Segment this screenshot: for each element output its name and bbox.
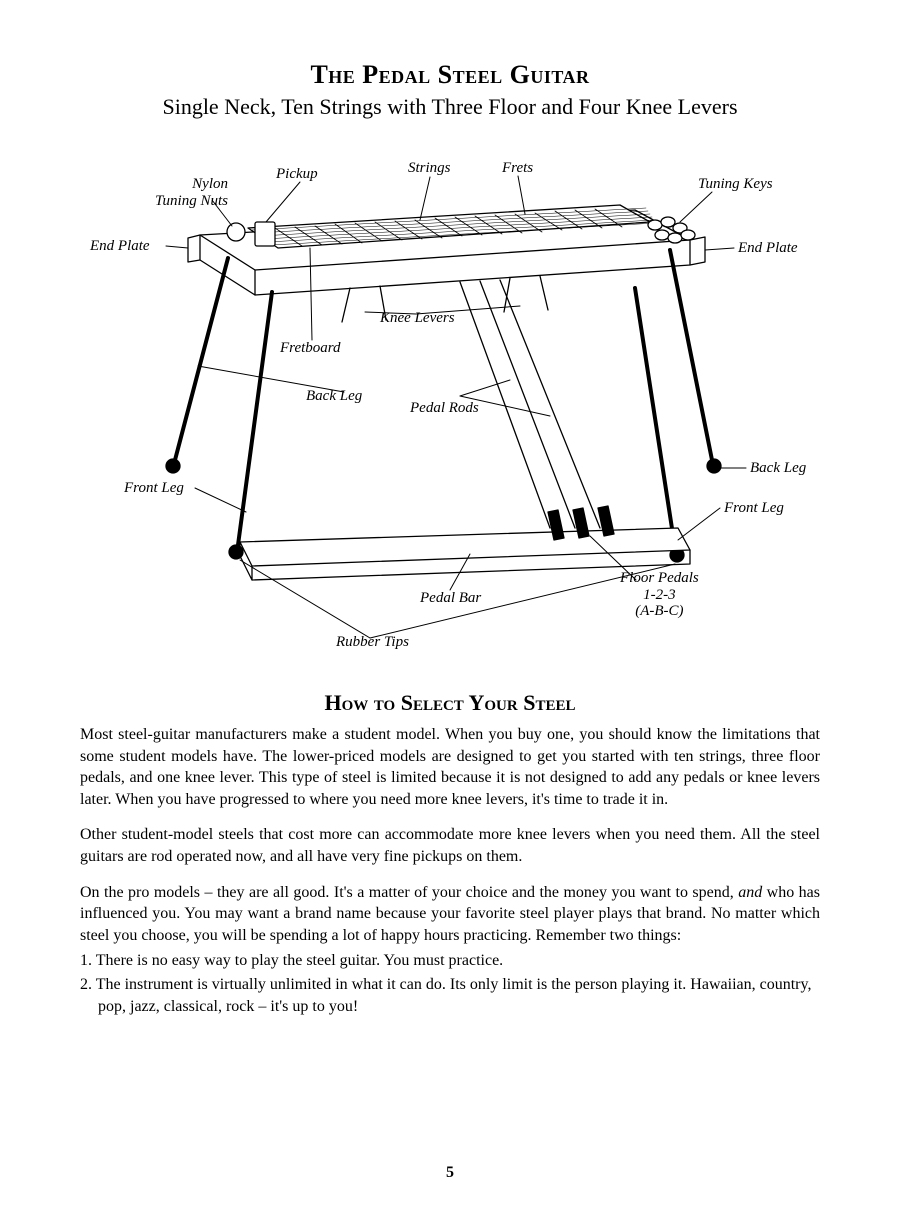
label-rubber-tips: Rubber Tips	[336, 634, 409, 651]
label-floor-pedals: Floor Pedals1-2-3(A-B-C)	[620, 570, 699, 620]
label-back-leg-upper: Back Leg	[306, 388, 362, 405]
page-title: The Pedal Steel Guitar	[80, 60, 820, 90]
numbered-list: 1. There is no easy way to play the stee…	[80, 950, 820, 1017]
label-tuning-keys: Tuning Keys	[698, 176, 773, 193]
page-number: 5	[0, 1164, 900, 1182]
label-frets: Frets	[502, 160, 533, 177]
label-knee-levers: Knee Levers	[380, 310, 455, 327]
label-nylon-tuning-nuts: NylonTuning Nuts	[148, 176, 228, 209]
label-front-leg-right: Front Leg	[724, 500, 784, 517]
p3-part-a: On the pro models – they are all good. I…	[80, 884, 738, 901]
label-fretboard: Fretboard	[280, 340, 341, 357]
paragraph-3: On the pro models – they are all good. I…	[80, 882, 820, 947]
body-text: Most steel-guitar manufacturers make a s…	[80, 724, 820, 1017]
paragraph-1: Most steel-guitar manufacturers make a s…	[80, 724, 820, 810]
paragraph-2: Other student-model steels that cost mor…	[80, 824, 820, 867]
label-pedal-rods: Pedal Rods	[410, 400, 479, 417]
label-pickup: Pickup	[276, 166, 318, 183]
pedal-steel-diagram: Pickup Strings Frets NylonTuning Nuts Tu…	[80, 140, 820, 660]
page-subtitle: Single Neck, Ten Strings with Three Floo…	[80, 94, 820, 120]
label-pedal-bar: Pedal Bar	[420, 590, 481, 607]
list-item: 1. There is no easy way to play the stee…	[80, 950, 820, 972]
list-item: 2. The instrument is virtually unlimited…	[80, 974, 820, 1017]
label-back-leg-lower: Back Leg	[750, 460, 806, 477]
label-front-leg-left: Front Leg	[124, 480, 184, 497]
label-end-plate-left: End Plate	[90, 238, 150, 255]
label-end-plate-right: End Plate	[738, 240, 798, 257]
label-strings: Strings	[408, 160, 451, 177]
p3-and: and	[738, 884, 762, 901]
section-heading: How to Select Your Steel	[80, 690, 820, 716]
